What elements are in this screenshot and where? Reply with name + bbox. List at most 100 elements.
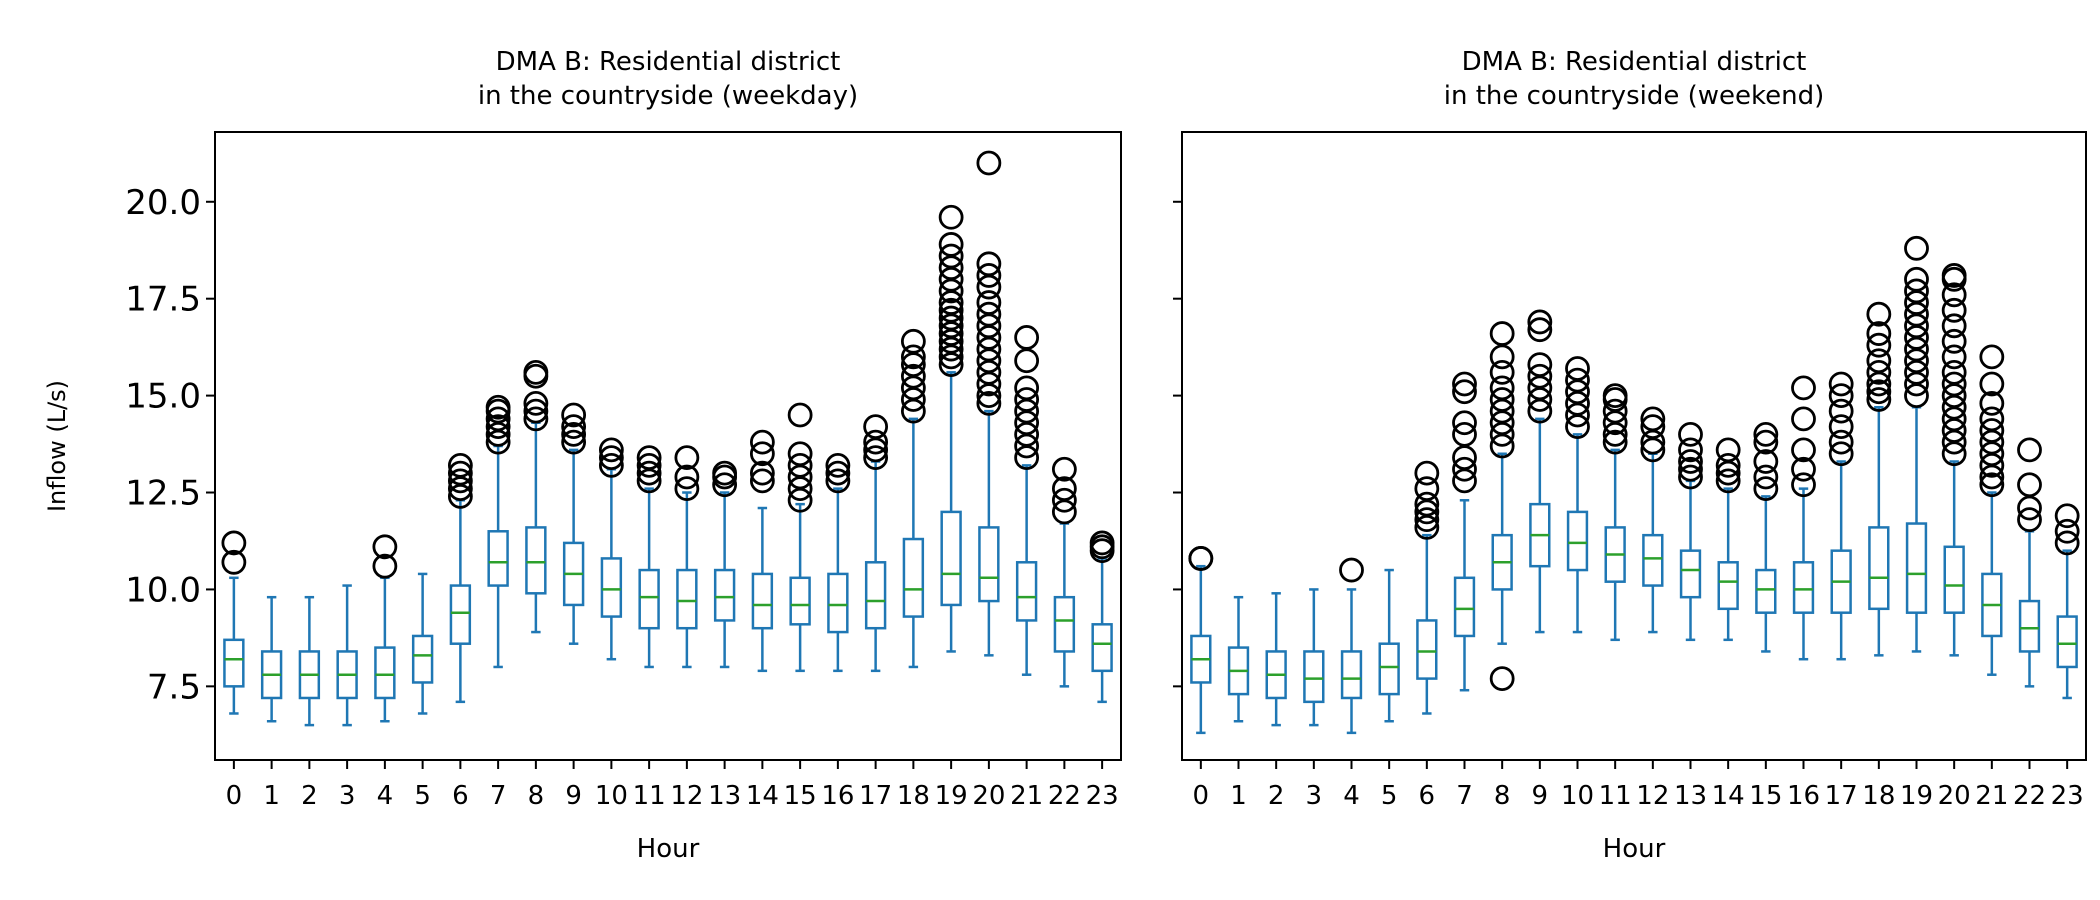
outlier-point	[863, 429, 889, 455]
weekday-x-tick-label: 1	[263, 781, 280, 811]
weekday-box-hour-11	[636, 445, 662, 669]
weekend-box-hour-5	[1378, 568, 1400, 723]
weekday-box-hour-5	[411, 572, 434, 715]
outlier-point	[1753, 449, 1779, 474]
weekend-panel: DMA B: Residential district in the count…	[1173, 47, 2087, 864]
iqr-box	[374, 646, 396, 700]
weekday-title-line2: in the countryside (weekday)	[478, 81, 858, 111]
weekend-box-hour-2	[1265, 592, 1287, 727]
y-axis-label: Inflow (L/s)	[43, 380, 71, 512]
outlier-point	[636, 445, 662, 471]
outlier-point	[1866, 379, 1892, 405]
outlier-point	[2054, 518, 2080, 544]
outlier-point	[1188, 546, 1214, 571]
outlier-point	[1753, 421, 1779, 447]
outlier-point	[1828, 441, 1854, 467]
outlier-point	[976, 301, 1002, 327]
outlier-point	[1051, 476, 1077, 502]
outlier-point	[976, 390, 1002, 416]
iqr-box	[978, 526, 1000, 603]
weekend-box-hour-1	[1227, 595, 1250, 723]
iqr-box	[1679, 549, 1702, 599]
weekend-box-hour-0	[1188, 546, 1214, 735]
outlier-point	[2017, 437, 2042, 463]
weekday-x-tick-label: 5	[414, 781, 431, 811]
outlier-point	[1452, 421, 1477, 447]
iqr-box	[449, 584, 472, 645]
weekday-x-tick-label: 19	[935, 781, 968, 811]
outlier-point	[976, 150, 1002, 176]
outlier-point	[447, 452, 473, 478]
weekend-x-tick-label: 22	[2013, 781, 2046, 811]
outlier-point	[1753, 476, 1779, 502]
outlier-point	[1715, 468, 1741, 494]
iqr-box	[600, 557, 623, 618]
outlier-point	[1753, 464, 1779, 490]
outlier-point	[787, 452, 813, 478]
outlier-point	[1791, 456, 1816, 482]
weekend-box-hour-19	[1904, 235, 1929, 653]
iqr-box	[789, 576, 811, 626]
iqr-box	[1378, 642, 1400, 696]
outlier-point	[1941, 263, 1967, 288]
outlier-point	[1979, 418, 2005, 443]
outlier-point	[372, 553, 398, 579]
outlier-point	[1452, 456, 1477, 482]
weekday-box-hour-17	[863, 414, 889, 673]
outlier-point	[1452, 410, 1477, 436]
iqr-box	[1792, 561, 1815, 614]
iqr-box	[864, 561, 887, 630]
weekend-x-tick-label: 21	[1975, 781, 2008, 811]
iqr-box	[1717, 561, 1739, 611]
weekend-x-tick-label: 3	[1306, 781, 1323, 811]
weekday-y-tick-label: 17.5	[125, 280, 201, 320]
outlier-point	[1791, 406, 1816, 432]
weekday-x-tick-label: 23	[1086, 781, 1119, 811]
outlier-point	[1014, 387, 1040, 412]
weekday-title-line1: DMA B: Residential district	[496, 47, 841, 77]
iqr-box	[1905, 522, 1928, 614]
outlier-point	[636, 452, 662, 478]
outlier-point	[1828, 383, 1854, 409]
outlier-point	[1014, 375, 1040, 401]
outlier-point	[1828, 398, 1854, 424]
weekend-x-tick-label: 5	[1381, 781, 1398, 811]
weekday-x-tick-label: 13	[708, 781, 741, 811]
weekday-x-tick-label: 0	[226, 781, 243, 811]
outlier-point	[1489, 666, 1515, 691]
outlier-point	[561, 429, 587, 455]
outlier-point	[825, 452, 851, 478]
weekend-x-tick-label: 10	[1561, 781, 1594, 811]
iqr-box	[1091, 623, 1113, 673]
weekday-box-hour-19	[938, 204, 964, 653]
weekend-x-tick-label: 17	[1825, 781, 1858, 811]
outlier-point	[1640, 414, 1666, 440]
outlier-point	[976, 251, 1002, 277]
outlier-point	[863, 414, 889, 440]
weekend-box-hour-4	[1339, 557, 1364, 735]
outlier-point	[598, 445, 624, 471]
iqr-box	[1340, 650, 1363, 700]
iqr-box	[827, 572, 849, 634]
outlier-point	[2017, 507, 2042, 533]
weekend-x-tick-label: 18	[1862, 781, 1895, 811]
weekend-box-hour-11	[1602, 383, 1628, 642]
outlier-point	[561, 402, 587, 428]
weekend-title-line2: in the countryside (weekend)	[1444, 81, 1825, 111]
outlier-point	[1979, 472, 2005, 498]
outlier-point	[749, 429, 775, 455]
weekday-box-hour-9	[561, 402, 587, 645]
outlier-point	[485, 394, 511, 420]
iqr-box	[1303, 650, 1325, 704]
weekday-box-hour-3	[336, 584, 358, 727]
outlier-point	[787, 441, 813, 467]
outlier-point	[1715, 452, 1741, 478]
outlier-point	[1602, 383, 1628, 409]
weekday-box-hour-22	[1051, 456, 1077, 688]
iqr-box	[751, 572, 774, 630]
iqr-box	[1453, 576, 1476, 638]
iqr-box	[902, 537, 925, 618]
weekday-x-tick-label: 12	[670, 781, 703, 811]
outlier-point	[976, 290, 1002, 315]
